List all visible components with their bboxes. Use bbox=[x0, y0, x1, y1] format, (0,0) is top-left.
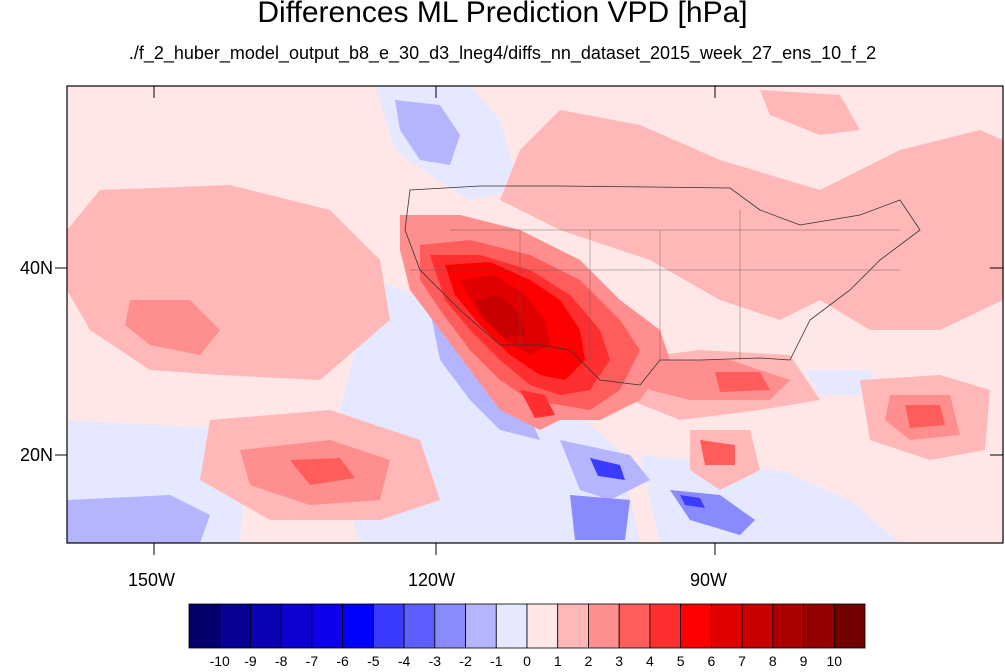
colorbar-label: 0 bbox=[523, 653, 531, 669]
colorbar-label: 6 bbox=[707, 653, 716, 669]
colorbar-label: -3 bbox=[428, 653, 442, 669]
colorbar-swatch bbox=[710, 603, 743, 649]
colorbar-swatch bbox=[772, 603, 804, 649]
colorbar-swatch bbox=[250, 603, 282, 649]
colorbar bbox=[188, 603, 866, 649]
colorbar-label: 10 bbox=[826, 653, 843, 669]
colorbar-swatch bbox=[372, 603, 405, 649]
colorbar-label: 2 bbox=[584, 653, 593, 669]
colorbar-label: -6 bbox=[336, 653, 349, 669]
colorbar-swatch bbox=[434, 603, 466, 649]
colorbar-label: 7 bbox=[738, 653, 746, 669]
colorbar-swatch bbox=[680, 603, 712, 649]
colorbar-label: 5 bbox=[676, 653, 685, 669]
colorbar-label: -4 bbox=[397, 653, 411, 669]
x-tick-label: 90W bbox=[690, 570, 728, 590]
colorbar-label: 4 bbox=[646, 653, 654, 669]
colorbar-swatch bbox=[188, 603, 221, 649]
colorbar-label: 9 bbox=[799, 653, 808, 669]
colorbar-label: 8 bbox=[768, 653, 777, 669]
colorbar-swatch bbox=[526, 603, 559, 649]
tick-marks bbox=[55, 86, 1003, 555]
colorbar-swatch bbox=[618, 603, 651, 649]
colorbar-label: 1 bbox=[553, 653, 562, 669]
colorbar-swatch bbox=[465, 603, 497, 649]
colorbar-label: -1 bbox=[490, 653, 503, 669]
colorbar-label: -7 bbox=[305, 653, 319, 669]
y-tick-label: 20N bbox=[20, 445, 54, 465]
plot-frame bbox=[66, 85, 1004, 544]
colorbar-label: -5 bbox=[367, 653, 380, 669]
colorbar-swatch bbox=[833, 603, 866, 649]
difference-field bbox=[67, 86, 1003, 543]
x-tick-label: 120W bbox=[408, 570, 456, 590]
colorbar-label: -10 bbox=[209, 653, 230, 669]
colorbar-swatch bbox=[803, 603, 835, 649]
colorbar-swatch bbox=[280, 603, 313, 649]
colorbar-label: -2 bbox=[459, 653, 472, 669]
colorbar-label: 3 bbox=[615, 653, 624, 669]
y-tick-label: 40N bbox=[20, 258, 54, 278]
x-tick-label: 150W bbox=[128, 570, 176, 590]
colorbar-swatch bbox=[557, 603, 589, 649]
colorbar-label: -8 bbox=[274, 653, 288, 669]
colorbar-swatch bbox=[311, 603, 344, 649]
colorbar-swatch bbox=[219, 603, 251, 649]
map-title: Differences ML Prediction VPD [hPa] bbox=[257, 0, 748, 29]
colorbar-swatch bbox=[495, 603, 528, 649]
map-subtitle: ./f_2_huber_model_output_b8_e_30_d3_lneg… bbox=[128, 43, 877, 63]
colorbar-swatch bbox=[741, 603, 774, 649]
colorbar-swatch bbox=[649, 603, 682, 649]
colorbar-swatch bbox=[342, 603, 374, 649]
colorbar-label: -9 bbox=[244, 653, 257, 669]
colorbar-swatch bbox=[403, 603, 436, 649]
colorbar-swatch bbox=[588, 603, 620, 649]
